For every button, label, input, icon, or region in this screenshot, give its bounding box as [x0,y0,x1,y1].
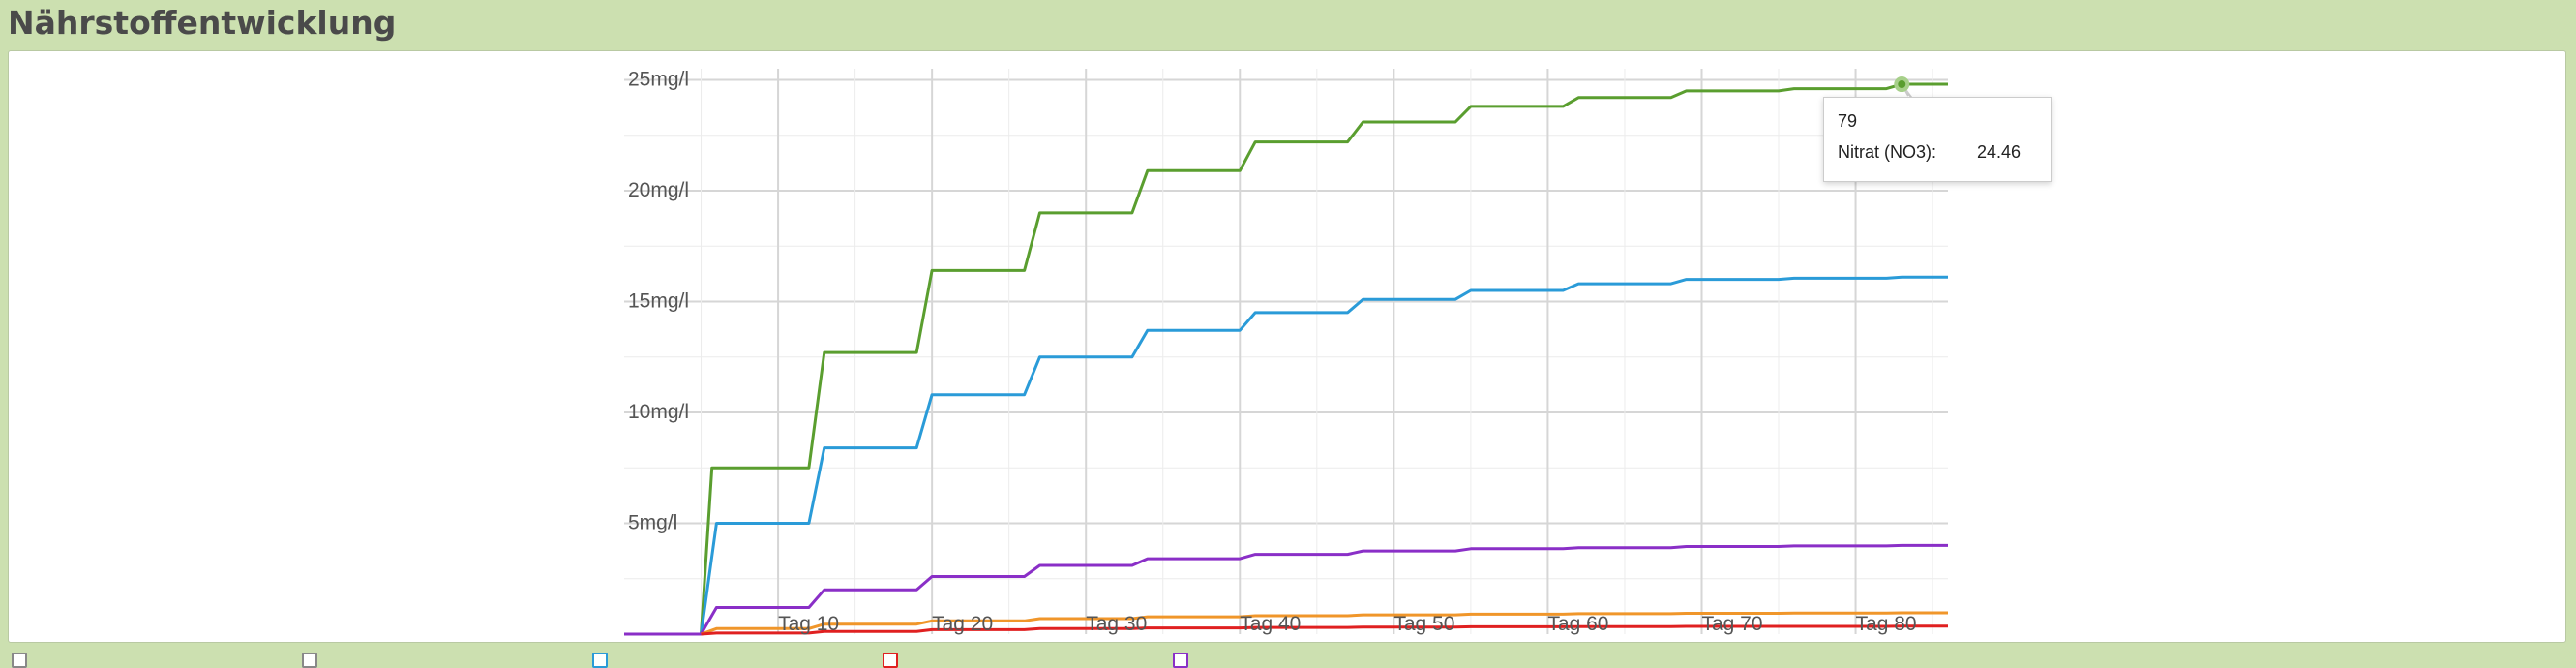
x-tick-label: Tag 20 [932,613,993,635]
tooltip-x-value: 79 [1838,111,1858,131]
grid-layer [624,69,1948,634]
y-tick-label: 10mg/l [628,401,689,423]
legend-checkbox[interactable] [302,653,317,668]
chart-container: 5mg/l 10mg/l 15mg/l 20mg/l 25mg/l Tag 10 Tag … [8,50,2566,643]
legend [0,653,2576,668]
x-tick-label: Tag 50 [1393,613,1454,635]
x-tick-label: Tag 10 [778,613,839,635]
tooltip-series-name: Nitrat (NO3): [1838,142,1937,162]
x-tick-labels: Tag 10 Tag 20 Tag 30 Tag 40 Tag 50 Tag 60 Tag … [778,613,1917,635]
x-tick-label: Tag 70 [1701,613,1762,635]
series-line-1 [700,82,1948,635]
y-tick-label: 20mg/l [628,179,689,201]
x-tick-label: Tag 30 [1086,613,1147,635]
series-line-5 [701,624,1948,636]
panel-title: Nährstoffentwicklung [8,4,397,42]
series-line-3 [624,543,1948,636]
chart-tooltip: 79 Nitrat (NO3): 24.46 [1823,97,2052,182]
y-tick-label: 25mg/l [628,68,689,90]
series-line-2 [700,275,1948,635]
highlight-point [1894,76,1910,93]
marker-layer [1894,76,1914,101]
legend-checkbox[interactable] [1173,653,1188,668]
x-tick-label: Tag 80 [1856,613,1917,635]
legend-checkbox[interactable] [883,653,898,668]
legend-checkbox[interactable] [592,653,608,668]
x-tick-label: Tag 40 [1240,613,1301,635]
legend-checkbox[interactable] [12,653,27,668]
y-tick-labels: 5mg/l 10mg/l 15mg/l 20mg/l 25mg/l [628,68,689,533]
y-tick-label: 15mg/l [628,289,689,312]
y-tick-label: 5mg/l [628,511,677,533]
series-layer [624,82,1948,636]
x-tick-label: Tag 60 [1547,613,1608,635]
tooltip-series-value: 24.46 [1977,142,2022,162]
series-line-4 [700,611,1948,636]
